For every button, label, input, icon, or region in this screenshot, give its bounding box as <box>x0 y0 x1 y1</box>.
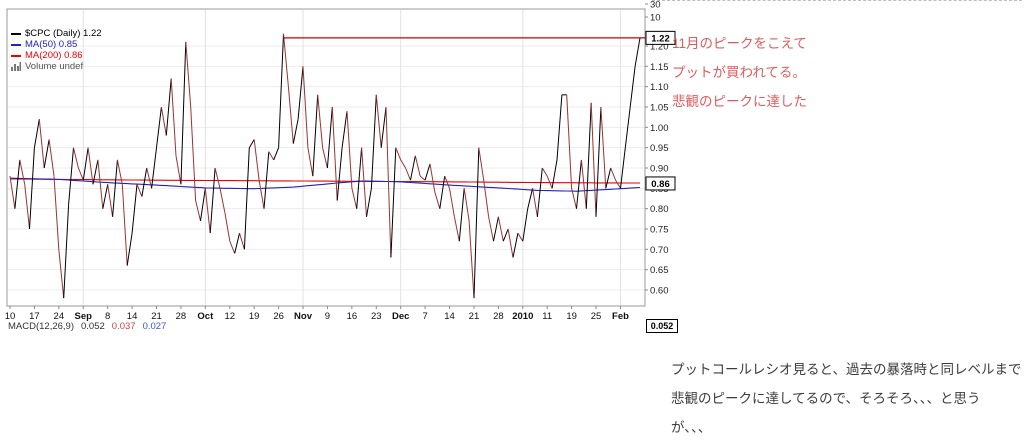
svg-text:Oct: Oct <box>197 311 214 322</box>
commentary-note: プットコールレシオ見ると、過去の暴落時と同レベルまで 悲観のピークに達してるので… <box>671 355 1021 442</box>
svg-text:1.10: 1.10 <box>650 82 669 93</box>
cpc-price-line <box>9 33 641 299</box>
svg-text:Sep: Sep <box>75 311 93 322</box>
macd-value: 0.027 <box>142 321 167 332</box>
legend-item-1: MA(50) 0.85 <box>11 39 102 50</box>
svg-text:30: 30 <box>650 0 661 11</box>
note-line: が、、、 <box>671 420 712 435</box>
axis-value-boxes: 1.22 0.86 <box>645 30 676 191</box>
svg-text:24: 24 <box>54 311 65 322</box>
svg-text:Dec: Dec <box>392 311 409 322</box>
svg-text:0.60: 0.60 <box>650 286 669 297</box>
svg-text:19: 19 <box>566 311 577 322</box>
svg-text:1.15: 1.15 <box>650 62 669 73</box>
svg-text:0.86: 0.86 <box>651 179 670 190</box>
svg-text:26: 26 <box>273 311 284 322</box>
svg-text:9: 9 <box>325 311 330 322</box>
svg-text:0.90: 0.90 <box>650 164 669 175</box>
legend-line-swatch <box>11 54 21 57</box>
svg-text:10: 10 <box>5 311 16 322</box>
legend-item-3: Volume undef <box>11 61 102 72</box>
svg-text:23: 23 <box>371 311 382 322</box>
legend-item-2: MA(200) 0.86 <box>11 50 102 61</box>
y-axis-labels: 1.201.151.101.051.000.950.900.850.800.75… <box>645 42 669 297</box>
svg-text:1.00: 1.00 <box>650 123 669 134</box>
svg-text:14: 14 <box>444 311 455 322</box>
svg-text:Nov: Nov <box>294 311 313 322</box>
svg-text:0.65: 0.65 <box>650 265 669 276</box>
svg-text:14: 14 <box>127 311 138 322</box>
svg-text:19: 19 <box>249 311 260 322</box>
x-axis-labels: 10 17 24 Sep 8 14 21 28 Oct 12 19 26 Nov 9 16 23 Dec 7 14 2… <box>5 306 629 322</box>
legend-line-swatch <box>11 43 21 46</box>
note-line: 悲観のピークに達した <box>672 94 807 109</box>
svg-text:1.22: 1.22 <box>651 33 670 44</box>
svg-text:1.05: 1.05 <box>650 103 669 114</box>
svg-text:1.20: 1.20 <box>650 42 669 53</box>
legend-label: MA(50) 0.85 <box>25 39 78 50</box>
ma200-line <box>10 178 640 184</box>
svg-text:0.80: 0.80 <box>650 204 669 215</box>
macd-value: 0.052 <box>81 321 105 332</box>
svg-text:12: 12 <box>224 311 235 322</box>
plot-border <box>6 8 646 307</box>
svg-text:17: 17 <box>29 311 40 322</box>
svg-text:0.95: 0.95 <box>650 143 669 154</box>
macd-label: MACD(12,26,9) <box>8 321 74 332</box>
cpc-price-chart: 30101.201.151.101.051.000.950.900.850.80… <box>5 0 676 322</box>
svg-text:21: 21 <box>151 311 162 322</box>
upper-panel-cut-border <box>652 0 1022 1</box>
svg-text:25: 25 <box>591 311 602 322</box>
svg-text:10: 10 <box>650 13 661 24</box>
svg-text:0.70: 0.70 <box>650 245 669 256</box>
svg-text:8: 8 <box>105 311 110 322</box>
macd-legend-row: MACD(12,26,9) 0.052 0.037 0.027 <box>8 321 173 332</box>
legend-label: Volume undef <box>25 61 84 72</box>
svg-text:7: 7 <box>422 311 427 322</box>
svg-text:21: 21 <box>469 311 480 322</box>
volume-bars-icon <box>11 62 21 71</box>
legend-label: $CPC (Daily) 1.22 <box>25 28 102 39</box>
macd-value: 0.037 <box>111 321 136 332</box>
note-line: 悲観のピークに達してるので、そろそろ、、、と思う <box>671 391 981 406</box>
legend-label: MA(200) 0.86 <box>25 50 83 61</box>
svg-text:28: 28 <box>493 311 504 322</box>
svg-text:11: 11 <box>542 311 552 322</box>
gridlines <box>8 10 644 305</box>
legend-line-swatch <box>11 32 21 35</box>
legend-item-0: $CPC (Daily) 1.22 <box>11 28 102 39</box>
note-line: プットコールレシオ見ると、過去の暴落時と同レベルまで <box>671 362 1022 377</box>
chart-legend: $CPC (Daily) 1.22 MA(50) 0.85 MA(200) 0.86… <box>11 28 102 72</box>
svg-text:Feb: Feb <box>612 311 629 322</box>
peak-annotation-note: 11月のピークをこえて プットが買われてる。 悲観のピークに達した <box>672 29 807 116</box>
note-line: 11月のピークをこえて <box>672 36 807 51</box>
svg-text:28: 28 <box>176 311 187 322</box>
svg-text:16: 16 <box>347 311 358 322</box>
note-line: プットが買われてる。 <box>672 65 806 80</box>
svg-text:0.75: 0.75 <box>650 225 669 236</box>
macd-axis-value-box: 0.052 <box>646 319 678 333</box>
svg-text:2010: 2010 <box>512 311 533 322</box>
